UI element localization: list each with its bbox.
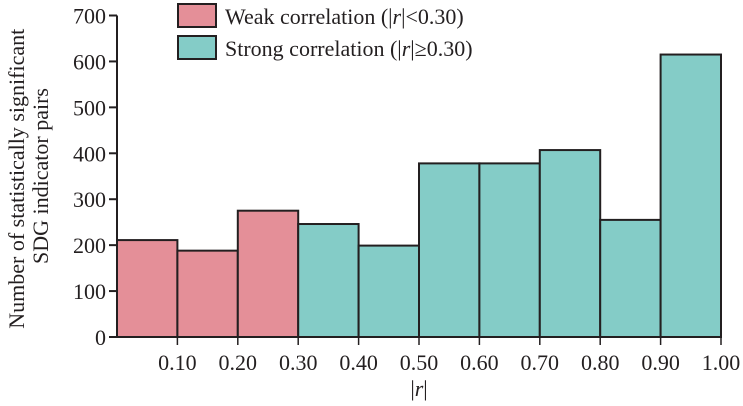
bars-group bbox=[116, 53, 722, 339]
x-tick-label: 0.50 bbox=[400, 350, 439, 375]
y-tick-label: 0 bbox=[95, 325, 106, 350]
x-axis-title-bar-left: | bbox=[410, 376, 414, 401]
legend: Weak correlation (|r|<0.30) Strong corre… bbox=[177, 3, 473, 61]
y-ticks: 0 100 200 300 400 500 600 700 bbox=[73, 4, 117, 350]
bar-strong-5 bbox=[418, 162, 481, 338]
bar-strong-7 bbox=[538, 149, 602, 338]
x-ticks: 0.10 0.20 0.30 0.40 0.50 0.60 0.70 0.80 0.90 1.00 bbox=[158, 337, 740, 375]
bar-strong-6 bbox=[478, 162, 541, 338]
x-axis-title-bar-right: | bbox=[423, 376, 427, 401]
axes-group bbox=[109, 15, 721, 338]
y-axis-title-line-2: SDG indicator pairs bbox=[28, 88, 53, 264]
legend-label-weak: Weak correlation (|r|<0.30) bbox=[225, 4, 464, 29]
x-tick-label: 1.00 bbox=[702, 350, 741, 375]
y-tick-label: 300 bbox=[73, 187, 106, 212]
y-tick-label: 700 bbox=[73, 4, 106, 29]
x-tick-label: 0.80 bbox=[581, 350, 620, 375]
y-tick-label: 100 bbox=[73, 279, 106, 304]
x-axis-title: |r| bbox=[410, 376, 427, 401]
x-tick-label: 0.30 bbox=[279, 350, 318, 375]
bar-weak-1 bbox=[176, 249, 239, 338]
y-tick-label: 500 bbox=[73, 95, 106, 120]
legend-item-strong: Strong correlation (|r|≥0.30) bbox=[177, 35, 473, 61]
legend-swatch-strong bbox=[177, 35, 217, 60]
bar-strong-4 bbox=[357, 244, 421, 338]
x-tick-label: 0.90 bbox=[641, 350, 680, 375]
y-tick-label: 200 bbox=[73, 233, 106, 258]
bar-strong-3 bbox=[297, 223, 360, 338]
x-axis-title-r: r bbox=[415, 376, 424, 401]
y-axis-title-line-1: Number of statistically significant bbox=[4, 29, 29, 329]
legend-item-weak: Weak correlation (|r|<0.30) bbox=[177, 3, 464, 29]
bar-strong-9 bbox=[659, 53, 722, 339]
legend-swatch-weak bbox=[177, 3, 217, 28]
bar-weak-0 bbox=[116, 239, 179, 338]
legend-label-strong: Strong correlation (|r|≥0.30) bbox=[225, 36, 473, 61]
bar-strong-8 bbox=[599, 218, 662, 338]
x-tick-label: 0.20 bbox=[219, 350, 258, 375]
x-tick-label: 0.60 bbox=[460, 350, 499, 375]
x-tick-label: 0.70 bbox=[521, 350, 560, 375]
bar-weak-2 bbox=[236, 209, 300, 338]
y-tick-label: 400 bbox=[73, 141, 106, 166]
x-tick-label: 0.10 bbox=[158, 350, 197, 375]
y-axis-title: Number of statistically significant SDG … bbox=[4, 23, 53, 329]
y-tick-label: 600 bbox=[73, 49, 106, 74]
x-tick-label: 0.40 bbox=[339, 350, 378, 375]
